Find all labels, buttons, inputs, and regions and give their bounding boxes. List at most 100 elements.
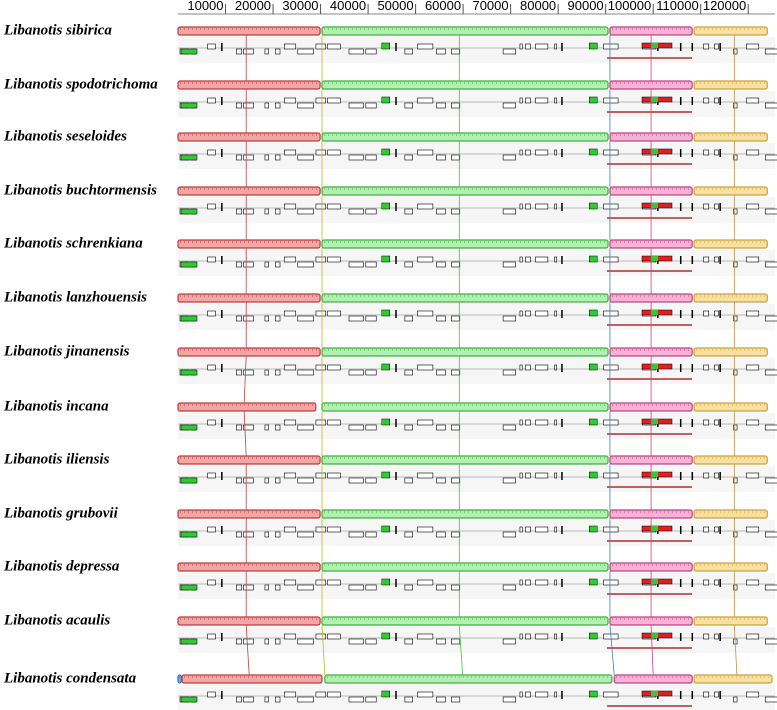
gene-black [691, 149, 694, 157]
gene-green [180, 638, 198, 645]
gene-box [535, 472, 549, 479]
gene-box [235, 208, 242, 215]
gene-box [765, 48, 777, 55]
gene-box [315, 526, 326, 533]
gene-green [180, 584, 198, 591]
gene-green [588, 690, 598, 698]
x-tick-label: 110000 [656, 0, 698, 13]
gene-box [714, 419, 719, 426]
gene-box [327, 526, 341, 533]
gene-box [746, 256, 760, 263]
gene-black [395, 691, 397, 699]
gene-box [365, 638, 377, 645]
lcb-block [321, 80, 609, 90]
lcb-block [693, 674, 773, 684]
lcb-block [693, 509, 768, 519]
gene-box [417, 691, 434, 698]
gene-box [535, 203, 549, 210]
gene-green [381, 42, 391, 50]
gene-box [404, 315, 413, 322]
gene-black [221, 579, 223, 587]
gene-box [436, 477, 446, 484]
gene-box [714, 256, 719, 263]
gene-box [746, 472, 760, 479]
gene-box [404, 424, 413, 431]
gene-box [519, 97, 523, 104]
annotations [179, 96, 777, 109]
gene-box [235, 638, 242, 645]
gene-box [733, 102, 738, 109]
gene-box [327, 43, 341, 50]
gene-black [395, 149, 397, 157]
genome-name: Libanotis iliensis [3, 451, 110, 467]
gene-box [297, 638, 314, 645]
gene-box [264, 531, 269, 538]
gene-green [180, 696, 198, 703]
gene-box [348, 48, 364, 55]
gene-green [381, 96, 391, 104]
gene-box [714, 579, 719, 586]
lcb-block [693, 239, 768, 249]
gene-black [221, 364, 223, 372]
lcb-block [177, 562, 321, 572]
gene-box [525, 256, 531, 263]
gene-black [561, 633, 563, 641]
gene-box [404, 102, 413, 109]
gene-green [588, 632, 598, 640]
gene-box [535, 419, 549, 426]
gene-box [365, 584, 377, 591]
gene-green [180, 261, 198, 268]
gene-box [525, 633, 531, 640]
gene-box [284, 579, 297, 586]
gene-black [221, 526, 223, 534]
gene-box [264, 208, 269, 215]
gene-green [588, 202, 598, 210]
gene-box [404, 584, 413, 591]
gene-box [436, 208, 446, 215]
gene-box [243, 154, 254, 161]
gene-black [691, 256, 694, 264]
gene-box [746, 579, 760, 586]
gene-box [315, 149, 326, 156]
gene-black [679, 579, 682, 587]
gene-box [275, 369, 281, 376]
gene-black [719, 526, 721, 534]
gene-green [651, 149, 658, 154]
gene-green [651, 97, 658, 102]
gene-box [502, 584, 516, 591]
gene-green [381, 471, 391, 479]
gene-box [703, 203, 710, 210]
lcb-block [609, 455, 693, 465]
gene-box [703, 149, 710, 156]
gene-box [284, 472, 297, 479]
gene-box [525, 364, 531, 371]
gene-box [235, 696, 242, 703]
gene-box [746, 419, 760, 426]
gene-box [733, 584, 738, 591]
gene-black [719, 256, 721, 264]
lcb-block [181, 674, 323, 684]
gene-box [535, 691, 549, 698]
gene-black [561, 579, 563, 587]
gene-box [554, 43, 557, 50]
gene-box [327, 203, 341, 210]
gene-box [327, 256, 341, 263]
gene-green [588, 578, 598, 586]
gene-box [207, 691, 216, 698]
gene-box [519, 364, 523, 371]
gene-box [746, 203, 760, 210]
gene-box [519, 526, 523, 533]
gene-box [297, 208, 314, 215]
gene-box [525, 579, 531, 586]
gene-box [603, 149, 619, 156]
gene-box [315, 97, 326, 104]
gene-green [381, 202, 391, 210]
gene-box [733, 696, 738, 703]
gene-box [451, 315, 461, 322]
gene-green [651, 472, 658, 477]
gene-green [651, 256, 658, 261]
gene-black [719, 203, 721, 211]
gene-box [207, 526, 216, 533]
gene-box [315, 43, 326, 50]
gene-box [603, 97, 619, 104]
